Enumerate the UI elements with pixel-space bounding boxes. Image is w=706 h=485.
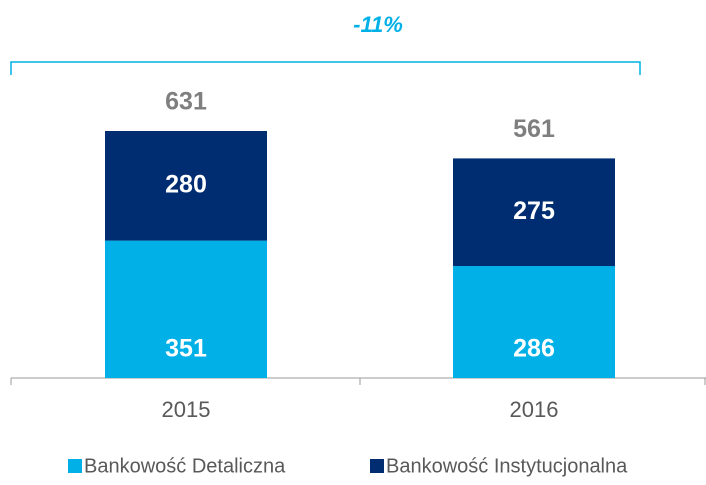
bracket xyxy=(10,61,641,75)
bar-segment xyxy=(453,158,615,267)
data-label: 275 xyxy=(513,197,555,225)
annotation: -11% xyxy=(353,12,403,37)
bar-segment xyxy=(105,131,267,241)
data-label: 286 xyxy=(513,335,555,363)
x-tick-label: 2015 xyxy=(162,397,211,422)
bar-segment xyxy=(105,240,267,378)
x-tick-label: 2016 xyxy=(510,397,559,422)
legend-swatch xyxy=(370,459,384,473)
legend-swatch xyxy=(68,459,82,473)
total-label: 561 xyxy=(513,115,555,143)
data-label: 351 xyxy=(165,335,207,363)
bar-segment xyxy=(453,266,615,378)
legend-label: Bankowość Instytucjonalna xyxy=(386,455,628,477)
total-label: 631 xyxy=(165,88,207,116)
data-label: 280 xyxy=(165,170,207,198)
legend-label: Bankowość Detaliczna xyxy=(84,455,286,477)
